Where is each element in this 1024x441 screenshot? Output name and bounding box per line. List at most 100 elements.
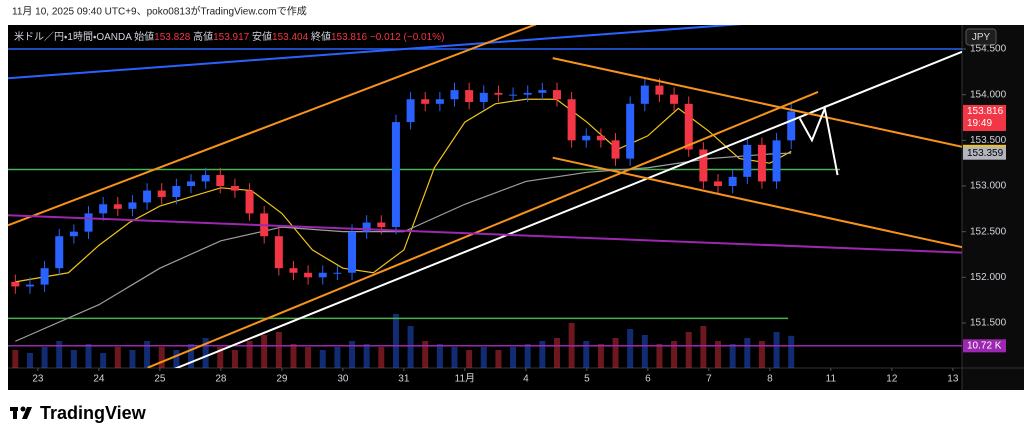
- candle-body: [596, 135, 605, 141]
- candle-body: [143, 190, 152, 203]
- x-tick-label: 5: [584, 374, 590, 385]
- volume-bar: [246, 341, 253, 368]
- volume-bar: [144, 341, 151, 368]
- candle-body: [611, 140, 620, 159]
- legend-symbol: 米ドル／円・1時間・OANDA: [14, 30, 132, 43]
- x-tick-label: 4: [523, 374, 529, 385]
- candle-body: [377, 222, 386, 228]
- trend-line: [798, 104, 839, 176]
- candle-body: [216, 175, 225, 186]
- y-tick-label: 151.500: [970, 318, 1007, 329]
- volume-bar: [553, 338, 560, 368]
- candle-body: [699, 149, 708, 182]
- legend: 米ドル／円・1時間・OANDA 始値153.828 高値153.917 安値15…: [14, 30, 444, 43]
- candle-body: [494, 92, 503, 95]
- volume-bar: [26, 353, 33, 368]
- volume-bar: [758, 341, 765, 368]
- candle-body: [684, 103, 693, 150]
- volume-bar: [363, 344, 370, 368]
- candle-body: [538, 90, 547, 93]
- volume-bar: [349, 341, 356, 368]
- trend-line: [8, 25, 537, 227]
- candle-body: [552, 90, 561, 100]
- trend-line: [552, 57, 962, 148]
- legend-field-label: 始値: [134, 30, 154, 43]
- plot: [8, 25, 962, 368]
- candle-body: [465, 90, 474, 102]
- trend-line: [174, 50, 962, 368]
- candle-body: [55, 236, 64, 269]
- x-tick-label: 30: [337, 374, 349, 385]
- volume-bar: [217, 347, 224, 368]
- legend-field-label: 終値: [311, 30, 331, 43]
- candle-body: [362, 222, 371, 232]
- candle-body: [25, 284, 34, 287]
- candle-body: [626, 103, 635, 159]
- y-tick-label: 154.500: [970, 44, 1007, 55]
- volume-bar: [715, 341, 722, 368]
- volume-bar: [334, 347, 341, 368]
- y-tick-label: 153.000: [970, 181, 1007, 192]
- chart-background: [8, 25, 1024, 390]
- volume-bar: [744, 338, 751, 368]
- price-badge: [963, 104, 1006, 131]
- candle-body: [245, 190, 254, 214]
- candle-body: [186, 181, 195, 186]
- candle-body: [406, 99, 415, 123]
- y-tick-label: 154.000: [970, 89, 1007, 100]
- volume-bar: [597, 344, 604, 368]
- candle-body: [670, 94, 679, 104]
- candle-body: [772, 140, 781, 182]
- trend-line: [8, 214, 962, 254]
- x-tick-label: 24: [93, 374, 105, 385]
- trend-line: [552, 156, 962, 249]
- x-tick-label: 11月: [455, 373, 475, 385]
- volume-bar: [407, 326, 414, 368]
- volume-bar: [231, 350, 238, 368]
- volume-bar: [173, 350, 180, 368]
- candle-body: [99, 204, 108, 214]
- volume-bar: [378, 347, 385, 368]
- candle-body: [113, 204, 122, 209]
- x-tick-label: 8: [767, 374, 773, 385]
- x-tick-label: 28: [215, 374, 227, 385]
- x-tick-label: 25: [154, 374, 166, 385]
- x-tick-label: 7: [706, 374, 712, 385]
- volume-bar: [129, 350, 136, 368]
- candle-body: [421, 99, 430, 104]
- volume-bar: [524, 344, 531, 368]
- volume-bar: [70, 350, 77, 368]
- candle-body: [69, 231, 78, 237]
- volume-bar: [100, 353, 107, 368]
- candle-body: [201, 175, 210, 182]
- volume-bar: [41, 347, 48, 368]
- x-tick-label: 31: [398, 374, 410, 385]
- candle-body: [450, 90, 459, 100]
- volume-bar: [671, 341, 678, 368]
- volume-bar: [612, 338, 619, 368]
- volume-bar: [583, 341, 590, 368]
- legend-change: −0.012 (−0.01%): [370, 32, 445, 43]
- volume-bar: [114, 347, 121, 368]
- candle-body: [435, 99, 444, 104]
- legend-field-value: 153.404: [272, 32, 309, 43]
- x-tick-label: 11: [826, 374, 837, 385]
- candle-body: [757, 144, 766, 182]
- volume-bar: [773, 332, 780, 368]
- caption: 11月 10, 2025 09:40 UTC+9、poko0813がTradin…: [12, 5, 307, 18]
- x-tick-label: 13: [947, 374, 959, 385]
- candle-body: [582, 135, 591, 141]
- moving-average: [15, 98, 792, 283]
- trend-line: [147, 91, 819, 368]
- y-tick-label: 152.500: [970, 226, 1007, 237]
- candle-body: [523, 92, 532, 95]
- candle-body: [348, 231, 357, 273]
- candle-body: [743, 144, 752, 177]
- candle-body: [274, 236, 283, 269]
- volume-bar: [466, 350, 473, 368]
- candle-body: [11, 281, 20, 287]
- y-tick-label: 152.000: [970, 272, 1007, 283]
- volume-bar: [85, 344, 92, 368]
